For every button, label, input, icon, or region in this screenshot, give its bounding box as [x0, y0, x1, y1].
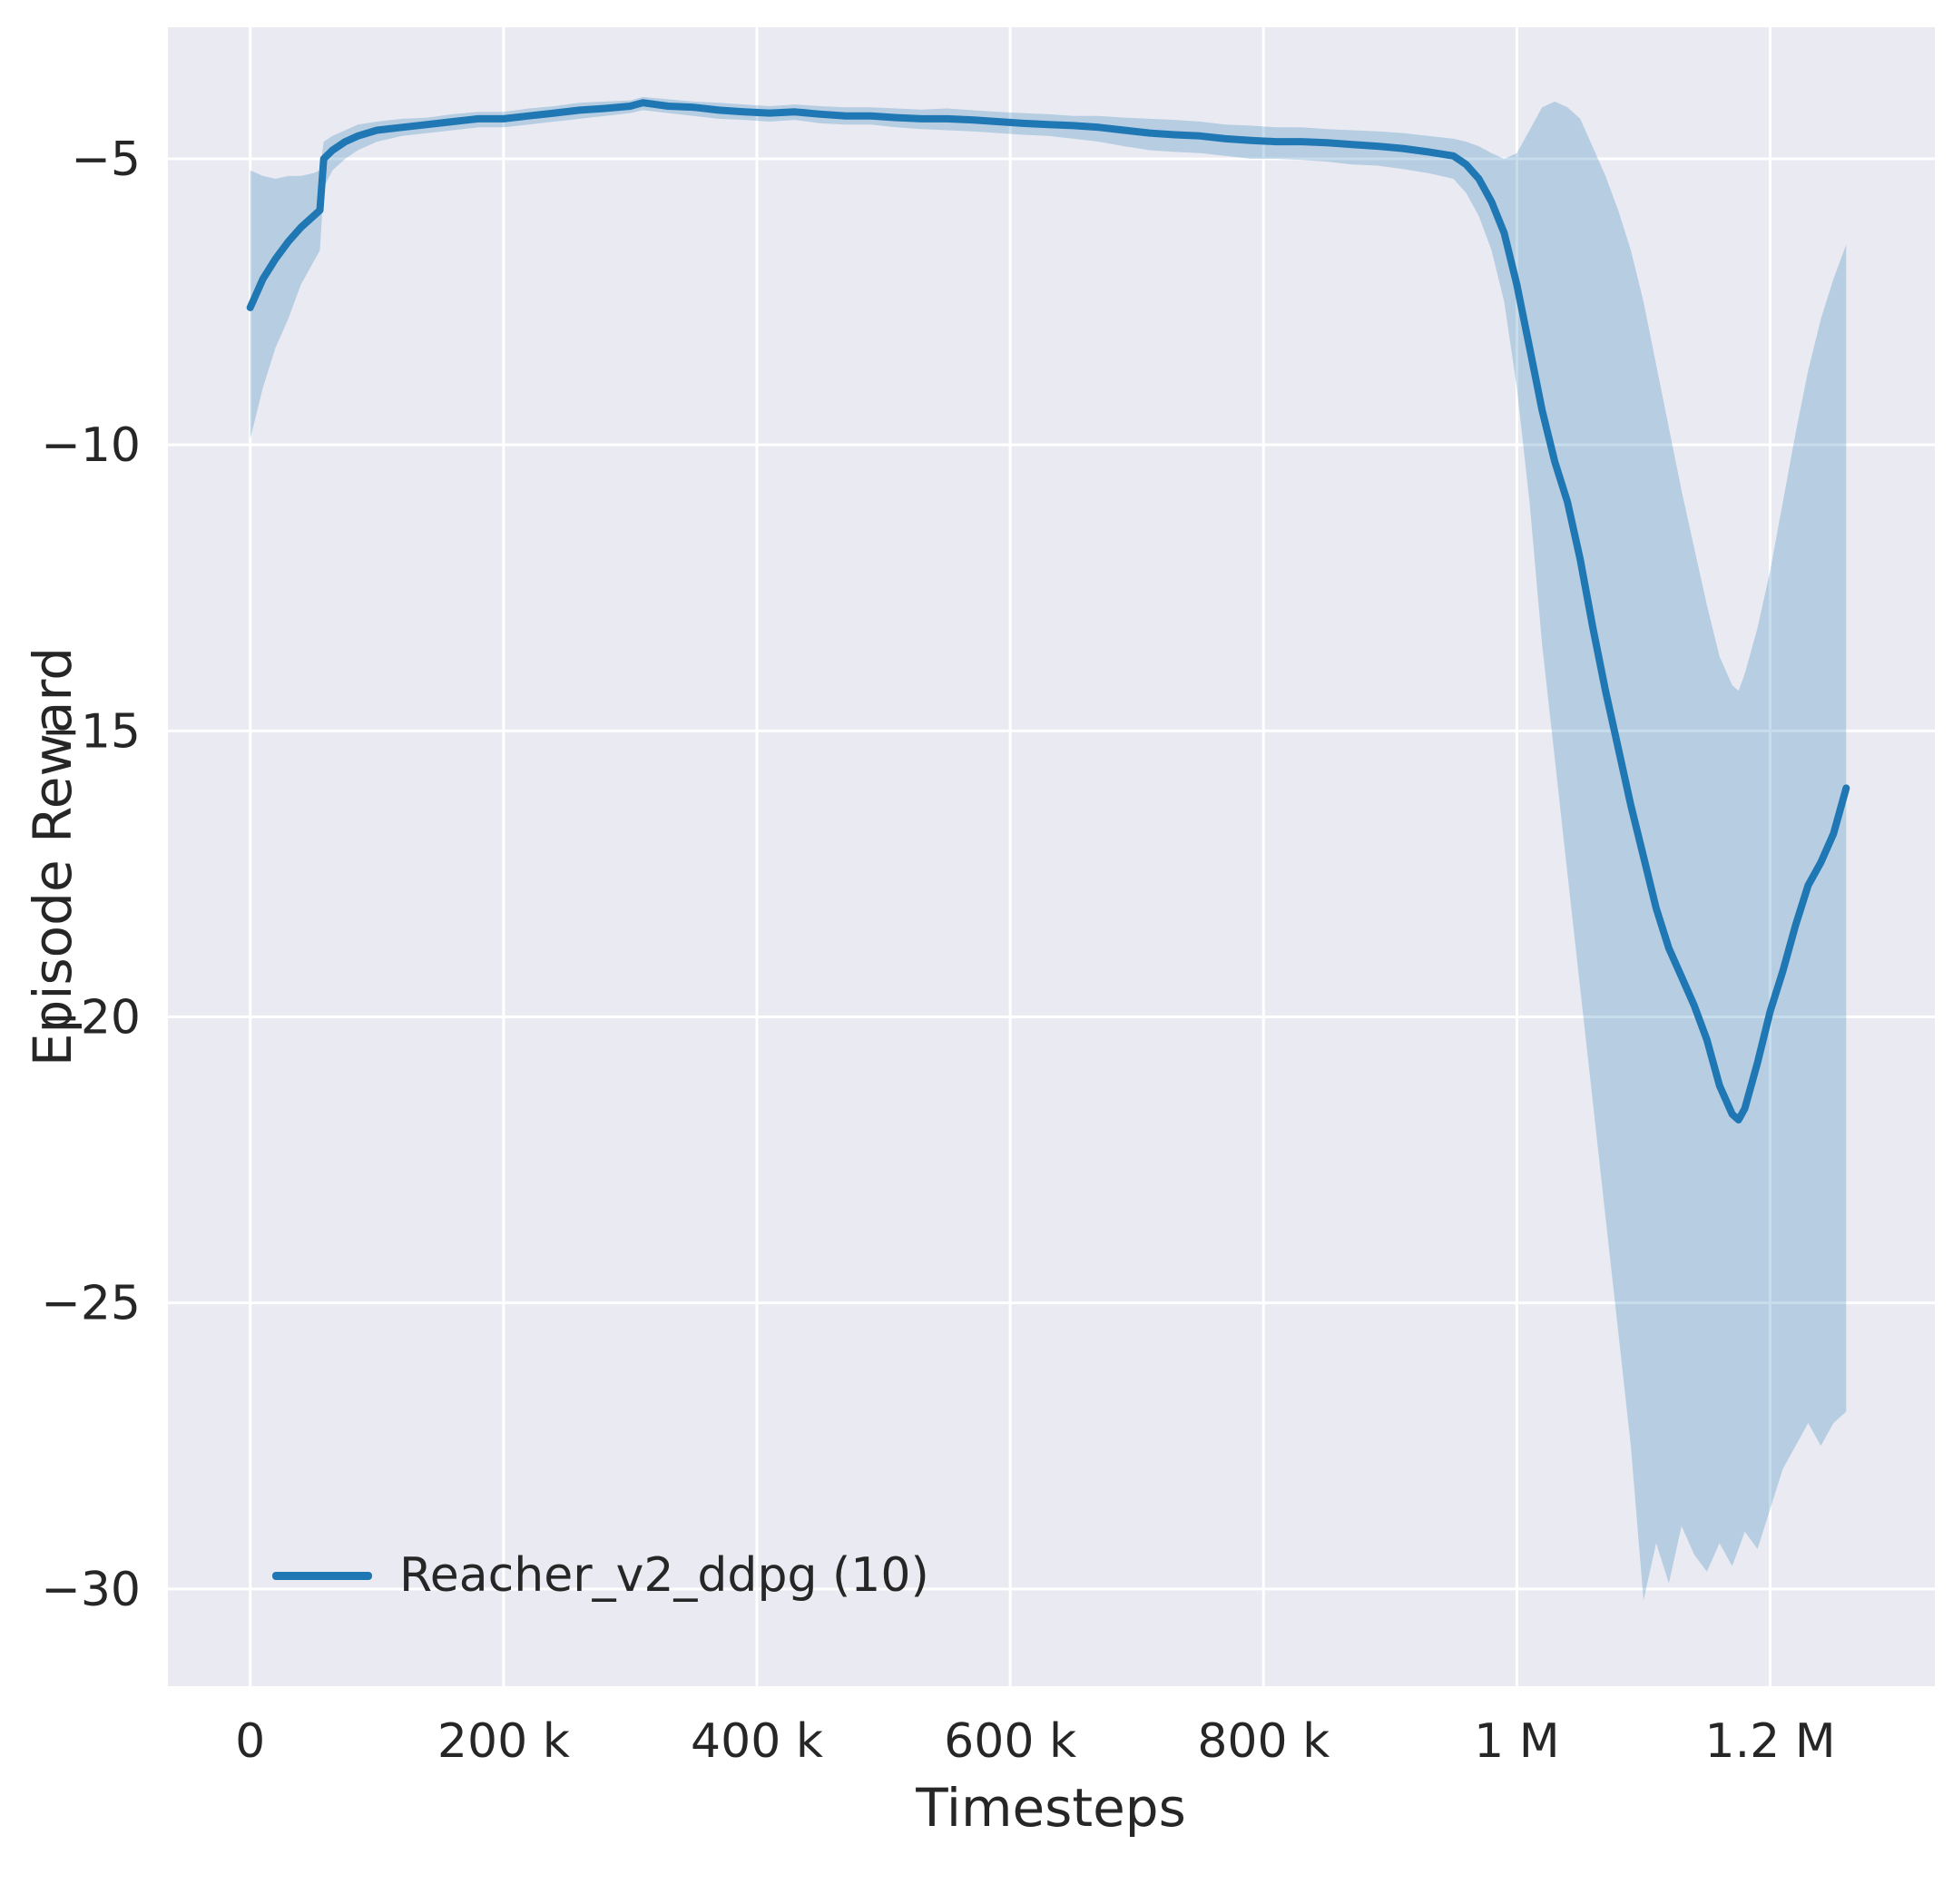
- legend-line-sample: [272, 1571, 372, 1580]
- confidence-band: [250, 96, 1847, 1601]
- y-tick-label: −5: [71, 132, 141, 187]
- legend: Reacher_v2_ddpg (10): [272, 1548, 929, 1603]
- x-tick-label: 200 k: [437, 1714, 570, 1769]
- x-tick-label: 800 k: [1197, 1714, 1330, 1769]
- x-tick-label: 0: [235, 1714, 265, 1769]
- y-axis-title: Episode Reward: [22, 646, 83, 1067]
- x-axis-title: Timesteps: [916, 1777, 1186, 1839]
- mean-line: [246, 99, 1850, 1124]
- x-tick-label: 1 M: [1474, 1714, 1559, 1769]
- x-tick-label: 600 k: [944, 1714, 1076, 1769]
- x-tick-label: 1.2 M: [1705, 1714, 1836, 1769]
- y-tick-label: −25: [41, 1277, 141, 1331]
- y-tick-label: −10: [41, 418, 141, 473]
- y-tick-label: −30: [41, 1563, 141, 1617]
- x-tick-label: 400 k: [691, 1714, 823, 1769]
- y-tick-label: −20: [41, 990, 141, 1045]
- y-tick-label: −15: [41, 704, 141, 759]
- legend-label: Reacher_v2_ddpg (10): [399, 1548, 929, 1603]
